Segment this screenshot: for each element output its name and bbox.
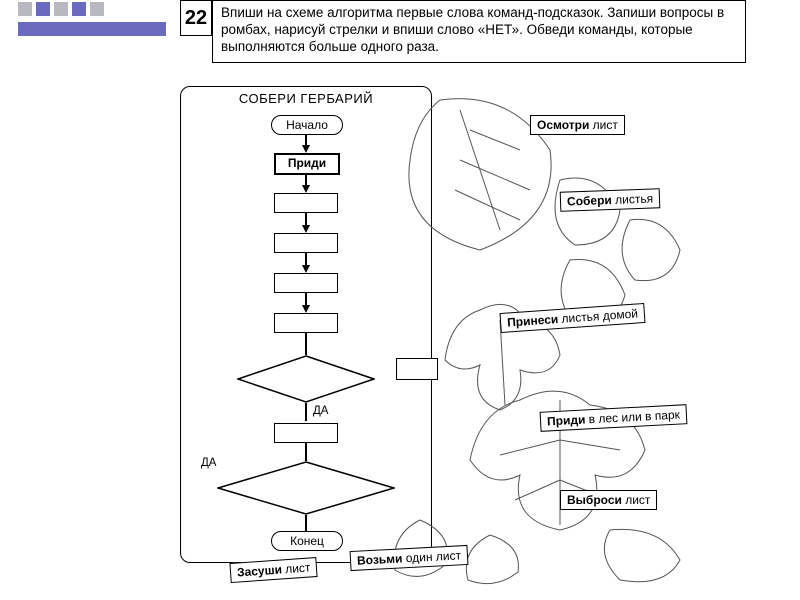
decor-bar — [18, 22, 166, 36]
decor-square — [90, 2, 104, 16]
label-da: ДА — [201, 457, 216, 469]
hint-bold: Собери — [567, 193, 612, 209]
flow-step-empty — [274, 233, 338, 253]
flow-step-empty — [274, 193, 338, 213]
hint-tab: Собери листья — [560, 188, 661, 211]
hint-bold: Приди — [547, 412, 586, 428]
hint-bold: Возьми — [357, 551, 403, 567]
flow-step-empty — [274, 313, 338, 333]
flow-decision-1 — [237, 355, 375, 403]
hint-rest: лист — [281, 560, 310, 576]
flow-line — [305, 333, 307, 355]
hint-rest: один лист — [402, 548, 461, 565]
flow-end: Конец — [271, 531, 343, 551]
flow-step-empty — [274, 423, 338, 443]
flow-start: Начало — [271, 115, 343, 135]
hint-bold: Осмотри — [537, 118, 589, 132]
decor-square — [36, 2, 50, 16]
decor-square — [18, 2, 32, 16]
task-number: 22 — [180, 0, 212, 36]
task-text: Впиши на схеме алгоритма первые слова ко… — [212, 0, 746, 63]
flow-title: СОБЕРИ ГЕРБАРИЙ — [181, 91, 431, 106]
hint-rest: листья — [612, 192, 654, 207]
flow-step-empty — [274, 273, 338, 293]
flow-line — [305, 443, 307, 461]
hint-bold: Засуши — [237, 562, 283, 579]
hint-rest: лист — [589, 118, 618, 132]
hint-bold: Принеси — [507, 312, 559, 330]
label-da: ДА — [313, 405, 328, 417]
flow-arrow — [302, 225, 310, 233]
hint-tab: Принеси листья домой — [499, 303, 645, 333]
flow-step-1: Приди — [274, 153, 340, 175]
hint-rest: лист — [622, 493, 651, 507]
flowchart-frame: СОБЕРИ ГЕРБАРИЙ Начало Приди ДА ДА Конец — [180, 86, 432, 563]
flow-arrow — [302, 145, 310, 153]
flow-decision-2 — [217, 461, 395, 515]
decor-square — [54, 2, 68, 16]
flow-line — [305, 515, 307, 531]
decor-square — [72, 2, 86, 16]
hint-tab: Осмотри лист — [530, 115, 625, 135]
flow-side-box — [396, 358, 438, 380]
hint-rest: в лес или в парк — [585, 408, 680, 427]
hint-bold: Выброси — [567, 493, 622, 507]
hint-tab: Приди в лес или в парк — [540, 404, 688, 432]
hint-tab: Выброси лист — [560, 490, 657, 510]
flow-arrow — [302, 265, 310, 273]
hint-rest: листья домой — [558, 306, 639, 326]
flow-line — [305, 403, 307, 421]
flow-arrow — [302, 185, 310, 193]
flow-arrow — [302, 305, 310, 313]
